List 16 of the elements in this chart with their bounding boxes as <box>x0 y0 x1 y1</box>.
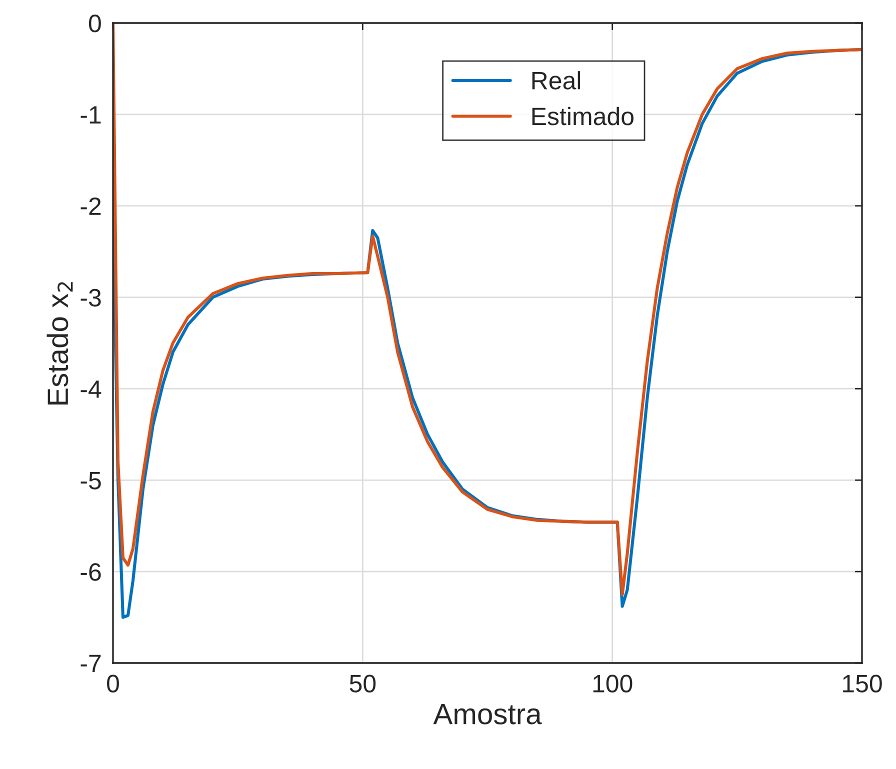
y-tick-label: -2 <box>80 197 101 215</box>
y-tick-label: -5 <box>80 472 101 490</box>
legend-label: Real <box>532 71 580 90</box>
y-tick-label: -1 <box>80 106 101 124</box>
y-tick-label: -3 <box>80 288 101 307</box>
legend-label: Estimado <box>532 106 634 126</box>
x-tick-label: 100 <box>593 674 632 692</box>
x-tick-label: 0 <box>107 674 119 692</box>
x-axis-title: Amostra <box>433 704 542 724</box>
x-tick-label: 150 <box>843 674 882 692</box>
y-tick-label: -7 <box>80 654 101 672</box>
x-tick-label: 50 <box>350 674 376 692</box>
y-tick-label: -6 <box>80 563 101 581</box>
y-axis-title: Estado x$_{2}$ <box>46 282 73 404</box>
y-tick-label: 0 <box>88 14 101 32</box>
y-tick-label: -4 <box>80 380 102 398</box>
